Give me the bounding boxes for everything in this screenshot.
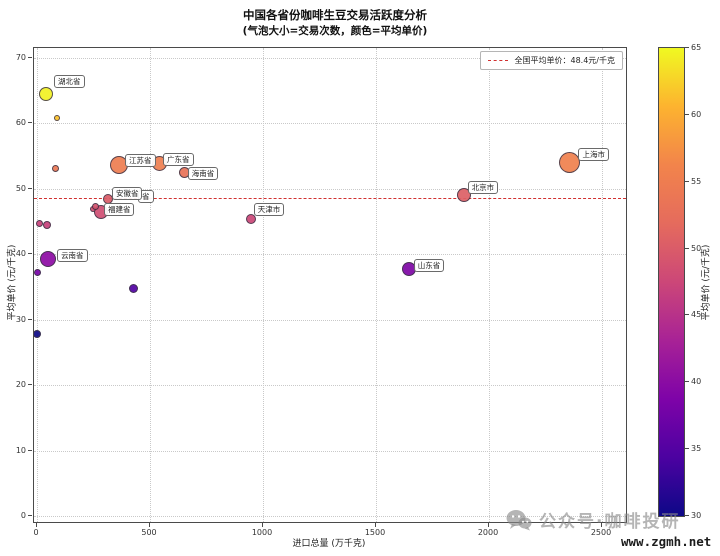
x-tick-mark: [488, 523, 489, 527]
bubble-湖北省: [39, 86, 54, 101]
grid-line-horizontal: [34, 188, 626, 190]
x-tick-label: 2500: [590, 528, 612, 537]
x-tick-label: 2000: [477, 528, 499, 537]
chart-subtitle: (气泡大小=交易次数，颜色=平均单价): [242, 25, 428, 37]
x-tick-mark: [601, 523, 602, 527]
bubble: [34, 269, 41, 277]
colorbar-tick-mark: [685, 381, 689, 383]
legend-dashed-line-icon: [488, 60, 509, 61]
y-tick-mark: [28, 122, 32, 123]
colorbar-tick-label: 35: [691, 444, 702, 454]
point-label-江苏省: 江苏省: [125, 153, 156, 167]
watermark: 公众号·咖啡投研: [506, 507, 680, 532]
point-label-福建省: 福建省: [103, 203, 135, 217]
bubble: [128, 284, 138, 294]
y-tick-label: 0: [20, 511, 26, 520]
point-label-山东省: 山东省: [413, 259, 445, 273]
colorbar-tick-mark: [685, 314, 689, 316]
x-axis-label: 进口总量 (万千克): [292, 539, 366, 549]
bubble: [34, 329, 41, 338]
grid-line-horizontal: [34, 254, 626, 255]
bubble-天津市: [245, 214, 256, 225]
colorbar: [658, 47, 685, 517]
bubble: [35, 219, 43, 227]
colorbar-tick-mark: [685, 515, 689, 516]
grid-line-horizontal: [34, 57, 626, 59]
point-label-湖北省: 湖北省: [54, 74, 85, 88]
point-label-上海市: 上海市: [578, 148, 609, 162]
grid-line-horizontal: [34, 123, 626, 124]
y-tick-mark: [28, 187, 32, 189]
bubble: [53, 114, 60, 121]
y-tick-mark: [28, 515, 32, 516]
y-tick-mark: [28, 318, 32, 320]
point-label-广东省: 广东省: [163, 152, 194, 166]
y-tick-label: 10: [15, 445, 26, 455]
colorbar-label: 平均单价 (元/千克): [701, 244, 712, 321]
x-tick-mark: [36, 523, 37, 527]
website-url: www.zgmh.net: [621, 534, 712, 549]
point-label-安徽省: 安徽省: [111, 186, 143, 200]
bubble-北京市: [456, 188, 471, 203]
grid-line-vertical: [263, 48, 264, 522]
x-tick-label: 0: [33, 528, 39, 537]
point-label-云南省: 云南省: [57, 249, 88, 263]
y-axis-label: 平均单价 (元/千克): [7, 244, 18, 321]
y-tick-mark: [28, 449, 32, 451]
grid-line-vertical: [376, 48, 377, 522]
bubble: [92, 202, 100, 210]
point-label-海南省: 海南省: [187, 166, 219, 180]
grid-line-vertical: [37, 48, 38, 522]
colorbar-tick-mark: [685, 247, 689, 249]
bubble-云南省: [40, 251, 57, 268]
y-tick-mark: [28, 253, 32, 254]
colorbar-tick-mark: [685, 47, 689, 48]
y-tick-label: 50: [15, 183, 26, 193]
wechat-icon: [506, 509, 532, 530]
colorbar-tick-label: 40: [691, 377, 702, 387]
grid-line-vertical: [150, 48, 151, 522]
colorbar-tick-mark: [685, 113, 689, 115]
bubble-上海市: [558, 151, 580, 173]
watermark-text: 公众号·咖啡投研: [539, 512, 681, 532]
point-label-天津市: 天津市: [253, 203, 285, 217]
colorbar-tick-label: 65: [691, 43, 702, 52]
colorbar-tick-label: 50: [691, 243, 702, 253]
x-tick-label: 1500: [364, 528, 386, 537]
x-tick-label: 500: [141, 528, 157, 537]
colorbar-tick-label: 45: [691, 310, 702, 320]
colorbar-tick-label: 55: [691, 176, 702, 186]
grid-line-horizontal: [34, 450, 626, 452]
colorbar-tick-mark: [685, 448, 689, 450]
grid-line-vertical: [489, 48, 490, 522]
y-tick-label: 40: [15, 249, 26, 258]
bubble: [52, 165, 60, 173]
y-tick-label: 20: [15, 380, 26, 389]
colorbar-tick-mark: [685, 180, 689, 182]
y-tick-label: 60: [15, 118, 26, 127]
point-label-北京市: 北京市: [467, 181, 499, 195]
x-tick-label: 1000: [251, 528, 273, 537]
grid-line-horizontal: [34, 385, 626, 386]
chart-title: 中国各省份咖啡生豆交易活跃度分析: [243, 8, 427, 22]
legend-label: 全国平均单价：48.4元/千克: [514, 56, 615, 65]
x-tick-mark: [262, 523, 263, 527]
x-tick-mark: [149, 523, 150, 527]
y-tick-mark: [28, 384, 32, 385]
bubble: [42, 220, 51, 229]
x-tick-mark: [375, 523, 376, 527]
grid-line-horizontal: [34, 319, 626, 321]
y-tick-mark: [28, 56, 32, 58]
plot-area: 湖北省 江苏省 广东省 海南省 安徽省 福建省 云南省 天津市 山东省 北京市 上海市省 全国平均单…: [33, 47, 627, 523]
colorbar-tick-label: 60: [691, 109, 702, 119]
grid-line-horizontal: [34, 516, 626, 517]
national-average-reference-line: [34, 197, 626, 199]
legend: 全国平均单价：48.4元/千克: [480, 51, 623, 70]
y-tick-label: 70: [15, 52, 26, 62]
grid-line-vertical: [602, 48, 603, 522]
y-tick-label: 30: [15, 314, 26, 324]
colorbar-tick-label: 30: [691, 511, 702, 520]
